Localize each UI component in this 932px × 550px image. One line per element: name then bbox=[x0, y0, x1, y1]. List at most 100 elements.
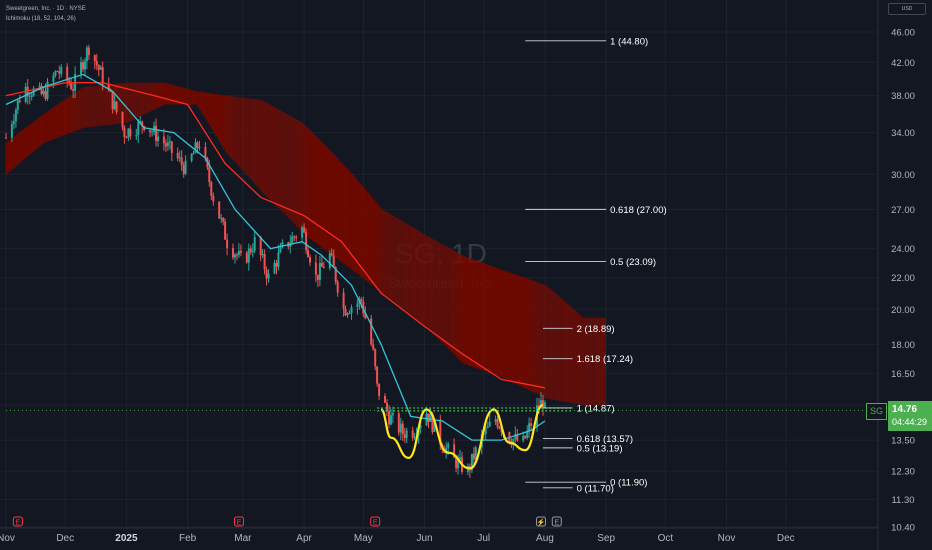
time-tick-label: Apr bbox=[296, 533, 312, 544]
cloud-slice bbox=[477, 261, 480, 369]
cloud-slice bbox=[471, 259, 474, 367]
cloud-slice bbox=[296, 119, 298, 227]
cloud-slice bbox=[560, 298, 563, 402]
cloud-slice bbox=[124, 82, 127, 124]
cloud-slice bbox=[193, 90, 196, 105]
cloud-slice bbox=[235, 96, 237, 164]
candle-body bbox=[411, 430, 414, 438]
currency-button[interactable]: USD bbox=[888, 3, 926, 15]
price-tick-label: 27.00 bbox=[891, 205, 915, 216]
candle-body bbox=[52, 75, 55, 82]
cloud-slice bbox=[523, 277, 526, 388]
cloud-slice bbox=[292, 117, 295, 223]
kijun-line bbox=[5, 82, 546, 389]
candle-body bbox=[249, 248, 252, 253]
cloud-slice bbox=[209, 93, 212, 127]
time-tick-label: Jul bbox=[477, 533, 490, 544]
candle-body bbox=[346, 313, 349, 316]
cloud-slice bbox=[231, 96, 233, 159]
cloud-slice bbox=[158, 82, 160, 108]
price-tick-label: 16.50 bbox=[891, 369, 915, 380]
candle-body bbox=[486, 426, 489, 428]
cloud-slice bbox=[540, 283, 543, 397]
cloud-slice bbox=[464, 256, 466, 365]
event-marker-icon[interactable]: E bbox=[12, 516, 23, 527]
event-marker-icon[interactable]: E bbox=[370, 516, 381, 527]
candle-body bbox=[139, 121, 142, 123]
event-markers[interactable]: E E E ⚡ E bbox=[12, 516, 562, 527]
cloud-slice bbox=[359, 183, 362, 277]
cloud-slice bbox=[73, 93, 75, 132]
cloud-slice bbox=[375, 202, 377, 289]
event-marker-icon[interactable]: E bbox=[551, 516, 562, 527]
price-tick-label: 34.00 bbox=[891, 128, 915, 139]
indicator-label[interactable]: Ichimoku (18, 52, 104, 26) bbox=[6, 16, 76, 22]
price-tick-label: 22.00 bbox=[891, 273, 915, 284]
cloud-slice bbox=[201, 92, 204, 114]
inverse-head-shoulders-curve[interactable] bbox=[380, 404, 544, 470]
candle-body bbox=[237, 251, 240, 255]
candle-body bbox=[378, 383, 381, 396]
cloud-slice bbox=[35, 119, 38, 150]
cloud-slice bbox=[467, 257, 470, 366]
candle-body bbox=[474, 447, 477, 460]
cloud-slice bbox=[394, 217, 397, 304]
cloud-slice bbox=[546, 286, 549, 399]
time-tick-label: Oct bbox=[658, 533, 674, 544]
cloud-slice bbox=[227, 95, 229, 155]
cloud-slice bbox=[400, 220, 403, 308]
cloud-slice bbox=[248, 98, 251, 179]
time-tick-label: Dec bbox=[56, 533, 74, 544]
cloud-slice bbox=[138, 82, 141, 118]
candle-body bbox=[245, 252, 248, 263]
candle-body bbox=[204, 147, 207, 159]
candle-body bbox=[196, 142, 199, 149]
cloud-slice bbox=[321, 142, 324, 248]
candle-body bbox=[60, 66, 63, 74]
cloud-slice bbox=[424, 235, 427, 327]
cloud-slice bbox=[29, 123, 32, 154]
cloud-slice bbox=[197, 91, 200, 108]
cloud-slice bbox=[558, 296, 561, 401]
candle-body bbox=[281, 242, 284, 247]
cloud-slice bbox=[278, 109, 281, 209]
cloud-slice bbox=[367, 192, 370, 283]
event-marker-glyph: E bbox=[237, 520, 242, 527]
cloud-slice bbox=[337, 159, 340, 260]
candle-body bbox=[54, 71, 57, 76]
cloud-slice bbox=[159, 82, 162, 107]
cloud-slice bbox=[325, 146, 328, 251]
cloud-slice bbox=[262, 101, 265, 194]
drawings[interactable]: 1 (44.80) 0.618 (27.00) 0.5 (23.09) 0 (11.9… bbox=[6, 36, 878, 494]
candle-body bbox=[397, 413, 400, 433]
price-tick-label: 10.40 bbox=[891, 523, 915, 534]
candle-body bbox=[220, 217, 223, 219]
candle-body bbox=[334, 267, 337, 282]
cloud-slice bbox=[126, 82, 129, 123]
cloud-slice bbox=[361, 185, 364, 278]
candle-body bbox=[56, 71, 59, 73]
cloud-slice bbox=[347, 169, 350, 268]
cloud-slice bbox=[142, 82, 145, 116]
cloud-slice bbox=[189, 89, 192, 105]
cloud-slice bbox=[65, 98, 68, 135]
candle-body bbox=[419, 425, 422, 429]
cloud-slice bbox=[280, 110, 283, 211]
cloud-slice bbox=[82, 86, 85, 128]
candle-body bbox=[84, 61, 86, 70]
candle-body bbox=[364, 313, 367, 319]
cloud-slice bbox=[430, 238, 433, 332]
time-axis[interactable]: Nov Dec 2025 Feb Mar Apr May Jun Jul Aug Sep Oct Nov… bbox=[0, 527, 878, 544]
cloud-slice bbox=[207, 92, 210, 123]
cloud-slice bbox=[191, 90, 194, 105]
cloud-slice bbox=[404, 223, 407, 311]
candle-body bbox=[307, 250, 309, 257]
cloud-slice bbox=[130, 82, 133, 121]
event-marker-icon[interactable]: E bbox=[233, 516, 244, 527]
cloud-slice bbox=[63, 100, 66, 136]
cloud-slice bbox=[604, 317, 606, 406]
event-marker-icon[interactable]: ⚡ bbox=[535, 516, 546, 527]
candle-body bbox=[514, 434, 517, 439]
cloud-slice bbox=[175, 85, 178, 105]
